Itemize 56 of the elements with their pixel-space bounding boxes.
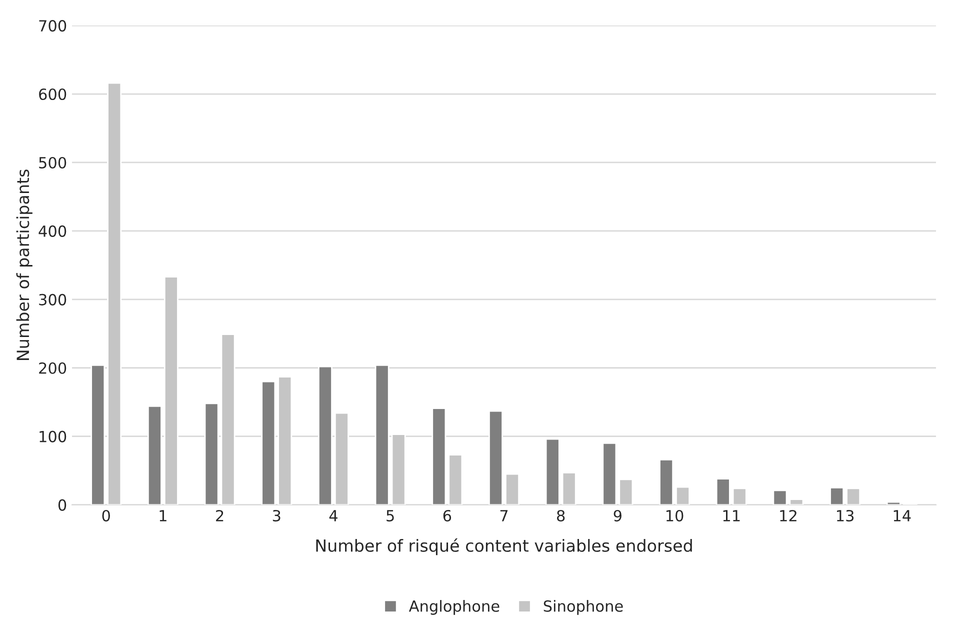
- x-tick-label: 11: [723, 510, 740, 522]
- bar: [846, 488, 861, 505]
- legend-label: Sinophone: [544, 600, 623, 615]
- bar: [220, 334, 236, 505]
- x-axis-title: Number of risqué content variables endorsed: [316, 538, 692, 556]
- bar: [278, 376, 292, 505]
- bar: [204, 402, 219, 505]
- bar: [772, 490, 788, 505]
- x-tick-label: 3: [272, 510, 280, 522]
- y-tick-label: 200: [39, 362, 66, 374]
- x-tick-label: 14: [894, 510, 911, 522]
- bar: [659, 458, 674, 505]
- y-tick-label: 100: [40, 430, 66, 442]
- bar: [602, 442, 617, 505]
- bar: [374, 364, 390, 505]
- bar: [261, 380, 276, 505]
- bar: [789, 498, 804, 505]
- bar: [448, 454, 463, 505]
- bar: [618, 478, 634, 505]
- bar: [505, 473, 520, 505]
- y-tick-label: 500: [39, 156, 66, 169]
- legend-label: Anglophone: [408, 600, 500, 615]
- x-tick-label: 8: [557, 510, 565, 522]
- bar: [676, 486, 690, 505]
- bar: [488, 410, 503, 505]
- x-tick-label: 1: [160, 510, 166, 522]
- x-tick-label: 7: [500, 510, 508, 522]
- x-tick-label: 10: [666, 510, 684, 522]
- bar: [318, 366, 332, 505]
- y-tick-label: 400: [38, 225, 66, 237]
- x-tick-label: 4: [329, 510, 338, 522]
- bar: [164, 276, 178, 505]
- y-tick-label: 700: [39, 20, 66, 32]
- bar: [147, 406, 162, 505]
- bar: [90, 364, 106, 505]
- bar: [334, 412, 349, 505]
- x-tick-label: 9: [614, 510, 622, 522]
- x-tick-label: 0: [102, 510, 110, 522]
- bar: [391, 434, 406, 505]
- y-tick-label: 300: [39, 294, 66, 306]
- bar: [562, 472, 576, 505]
- x-tick-label: 6: [443, 510, 452, 522]
- y-axis-title: Number of participants: [16, 170, 32, 360]
- x-tick-label: 2: [216, 510, 224, 522]
- x-tick-label: 13: [837, 510, 854, 522]
- y-tick-label: 600: [39, 88, 66, 100]
- bar: [107, 82, 122, 505]
- bar: [545, 438, 560, 505]
- bar: [432, 408, 446, 505]
- bar: [830, 487, 844, 505]
- y-tick-label: 0: [58, 499, 66, 511]
- x-tick-label: 12: [780, 510, 796, 522]
- bar: [732, 488, 747, 505]
- bar: [886, 501, 901, 505]
- bar: [716, 478, 730, 505]
- x-tick-label: 5: [386, 510, 394, 522]
